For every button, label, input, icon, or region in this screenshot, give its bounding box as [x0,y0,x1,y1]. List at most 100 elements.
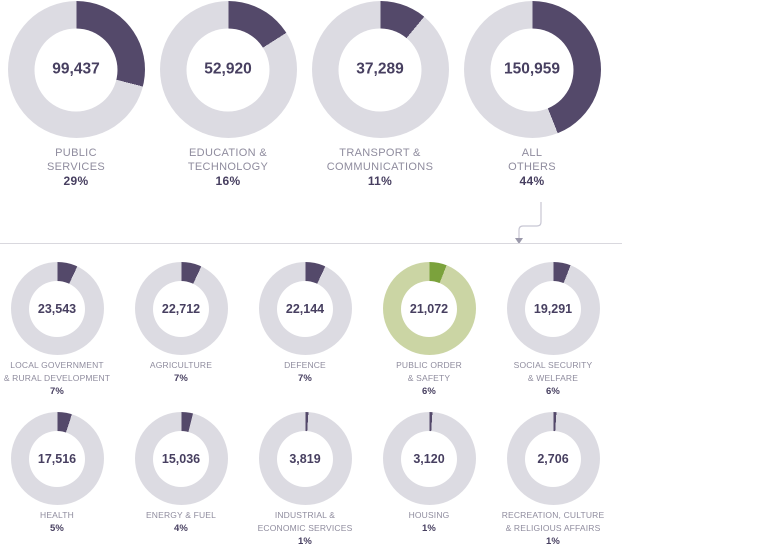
donut-value: 3,120 [413,451,445,466]
donut-hole: 22,144 [277,280,333,337]
donut-ring-transport-communications: 37,289 [311,1,449,138]
donut-social-security-welfare: 19,291 SOCIAL SECURITY & WELFARE 6% [491,262,615,398]
donut-percent: 16% [215,174,241,188]
donut-energy-fuel: 15,036 ENERGY & FUEL 4% [119,412,243,548]
donut-ring-defence: 22,144 [258,262,352,355]
donut-agriculture: 22,712 AGRICULTURE 7% [119,262,243,398]
donut-hole: 23,543 [29,280,85,337]
donut-label: HEALTH 5% [40,509,74,535]
donut-housing: 3,120 HOUSING 1% [367,412,491,548]
donut-value: 3,819 [289,451,321,466]
donut-label: DEFENCE 7% [284,359,326,385]
label-line: TRANSPORT & [339,147,421,159]
label-line: RECREATION, CULTURE [501,510,605,520]
donut-value: 21,072 [409,301,449,316]
donut-percent: 44% [519,174,545,188]
donut-defence: 22,144 DEFENCE 7% [243,262,367,398]
label-line: COMMUNICATIONS [326,161,434,173]
donut-industrial-economic-services: 3,819 INDUSTRIAL & ECONOMIC SERVICES 1% [243,412,367,548]
donut-label: PUBLIC SERVICES 29% [47,146,105,188]
donut-label: SOCIAL SECURITY & WELFARE 6% [514,359,593,398]
donut-hole: 37,289 [338,28,422,111]
donut-label: RECREATION, CULTURE & RELIGIOUS AFFAIRS … [502,509,605,548]
donut-ring-public-services: 99,437 [7,1,145,138]
donut-percent: 11% [367,174,393,188]
donut-hole: 2,706 [525,430,581,487]
donut-value: 150,959 [503,60,561,78]
donut-ring-health: 17,516 [10,412,104,505]
donut-hole: 99,437 [34,28,118,111]
label-line: TECHNOLOGY [187,161,269,173]
donut-transport-communications: 37,289 TRANSPORT & COMMUNICATIONS 11% [304,1,456,188]
donut-hole: 19,291 [525,280,581,337]
donut-percent: 1% [297,536,313,547]
label-line: HOUSING [408,510,450,520]
donut-percent: 7% [49,386,65,397]
donut-label: AGRICULTURE 7% [150,359,212,385]
donut-percent: 6% [545,386,561,397]
label-line: AGRICULTURE [149,360,213,370]
donut-ring-energy-fuel: 15,036 [134,412,228,505]
donut-hole: 150,959 [490,28,574,111]
donut-value: 99,437 [52,60,100,78]
donut-percent: 6% [421,386,437,397]
donut-all-others: 150,959 ALL OTHERS 44% [456,1,608,188]
donut-percent: 5% [49,523,65,534]
label-line: & RURAL DEVELOPMENT [3,373,111,383]
label-line: & SAFETY [407,373,451,383]
label-line: HEALTH [40,510,74,520]
donut-value: 15,036 [161,451,201,466]
donut-label: TRANSPORT & COMMUNICATIONS 11% [327,146,433,188]
donut-label: ENERGY & FUEL 4% [146,509,216,535]
label-line: EDUCATION & [189,147,267,159]
donut-percent: 7% [297,373,313,384]
bottom-donut-row-1: 23,543 LOCAL GOVERNMENT & RURAL DEVELOPM… [0,262,615,398]
donut-label: PUBLIC ORDER & SAFETY 6% [396,359,462,398]
label-line: ENERGY & FUEL [145,510,217,520]
donut-label: LOCAL GOVERNMENT & RURAL DEVELOPMENT 7% [4,359,110,398]
donut-public-order-safety-highlighted: 21,072 PUBLIC ORDER & SAFETY 6% [367,262,491,398]
donut-hole: 52,920 [186,28,270,111]
donut-value: 22,712 [161,301,201,316]
donut-ring-housing: 3,120 [382,412,476,505]
donut-value: 23,543 [37,301,77,316]
donut-recreation-culture-religious: 2,706 RECREATION, CULTURE & RELIGIOUS AF… [491,412,615,548]
donut-value: 22,144 [285,301,325,316]
label-line: PUBLIC [55,147,97,159]
label-line: SOCIAL SECURITY [513,360,593,370]
donut-ring-agriculture: 22,712 [134,262,228,355]
label-line: OTHERS [508,161,556,173]
donut-ring-local-government: 23,543 [10,262,104,355]
donut-percent: 1% [545,536,561,547]
connector-arrow [515,202,542,244]
label-line: DEFENCE [284,360,326,370]
donut-public-services: 99,437 PUBLIC SERVICES 29% [0,1,152,188]
label-line: SERVICES [46,161,106,173]
donut-ring-recreation-culture-religious: 2,706 [506,412,600,505]
donut-ring-all-others: 150,959 [463,1,601,138]
label-line: LOCAL GOVERNMENT [10,360,104,370]
donut-percent: 4% [173,523,189,534]
label-line: ECONOMIC SERVICES [257,523,353,533]
donut-label: INDUSTRIAL & ECONOMIC SERVICES 1% [258,509,353,548]
donut-percent: 29% [63,174,89,188]
donut-local-government: 23,543 LOCAL GOVERNMENT & RURAL DEVELOPM… [0,262,119,398]
donut-percent: 7% [173,373,189,384]
label-line: ALL [521,147,543,159]
donut-value: 17,516 [37,451,77,466]
donut-value: 52,920 [204,60,252,78]
donut-hole: 3,819 [277,430,333,487]
donut-hole: 21,072 [401,280,457,337]
donut-hole: 22,712 [153,280,209,337]
donut-value: 19,291 [533,301,573,316]
donut-label: ALL OTHERS 44% [508,146,556,188]
donut-value: 2,706 [537,451,569,466]
donut-ring-social-security-welfare: 19,291 [506,262,600,355]
label-line: INDUSTRIAL & [274,510,336,520]
donut-ring-public-order-safety: 21,072 [382,262,476,355]
donut-education-technology: 52,920 EDUCATION & TECHNOLOGY 16% [152,1,304,188]
bottom-donut-row-2: 17,516 HEALTH 5% 15,036 ENERGY & FUEL 4%… [0,412,615,548]
donut-value: 37,289 [356,60,404,78]
donut-hole: 15,036 [153,430,209,487]
label-line: PUBLIC ORDER [396,360,462,370]
